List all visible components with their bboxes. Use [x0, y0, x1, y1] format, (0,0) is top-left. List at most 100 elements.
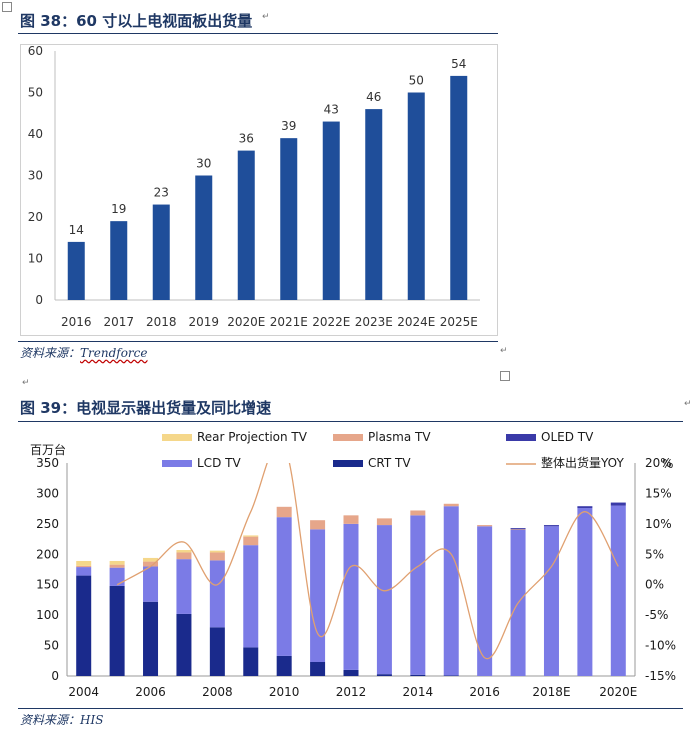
- bar-segment: [76, 567, 92, 576]
- bar: [322, 121, 340, 300]
- x-tick-label: 2014: [403, 685, 434, 699]
- bar: [365, 109, 383, 300]
- legend-label: Rear Projection TV: [197, 430, 308, 444]
- x-tick-label: 2016: [469, 685, 500, 699]
- y2-tick-label: -10%: [645, 639, 676, 653]
- bar-segment: [343, 523, 359, 670]
- x-tick-label: 2024E: [397, 315, 435, 329]
- bar-segment: [243, 536, 259, 546]
- figure-39-bottom-rule: [18, 708, 683, 709]
- x-tick-label: 2020E: [599, 685, 637, 699]
- bar-segment: [243, 647, 259, 676]
- bar-segment: [376, 674, 392, 676]
- bar-segment: [610, 502, 626, 506]
- bar-segment: [243, 545, 259, 648]
- y-tick-label: 350: [36, 456, 59, 470]
- bar-segment: [209, 560, 225, 628]
- bar-segment: [310, 662, 326, 676]
- bar-segment: [376, 525, 392, 675]
- yoy-line: [116, 463, 619, 660]
- data-label: 50: [409, 74, 424, 88]
- y2-tick-label: -15%: [645, 669, 676, 683]
- data-label: 43: [324, 103, 339, 117]
- x-tick-label: 2023E: [355, 315, 393, 329]
- figure-38-source: 资料来源：Trendforce: [20, 344, 148, 361]
- paragraph-mark: ↵: [262, 12, 270, 22]
- legend-label: LCD TV: [197, 456, 241, 470]
- figure-38-rule: [18, 33, 498, 34]
- source-prefix: 资料来源：: [20, 713, 81, 727]
- anchor-box: [500, 371, 510, 381]
- data-label: 19: [111, 202, 126, 216]
- legend-label: 整体出货量YOY: [541, 455, 624, 470]
- paragraph-mark: ↵: [684, 399, 692, 409]
- bar-segment: [276, 655, 292, 676]
- y-tick-label: 10: [28, 252, 43, 266]
- y2-tick-label: 5%: [645, 547, 664, 561]
- bar: [450, 75, 468, 301]
- bar-segment: [243, 535, 259, 537]
- data-label: 36: [239, 132, 254, 146]
- bar-segment: [143, 557, 159, 562]
- figure-39-title: 图 39：电视显示器出货量及同比增速: [20, 399, 272, 417]
- bar: [152, 204, 170, 300]
- x-tick-label: 2018: [146, 315, 177, 329]
- figure-39-source: 资料来源：HIS: [20, 711, 103, 728]
- y2-tick-label: 10%: [645, 517, 672, 531]
- bar-segment: [176, 613, 192, 676]
- paragraph-mark: ↵: [500, 346, 508, 356]
- legend-label: OLED TV: [541, 430, 594, 444]
- y-tick-label: 60: [28, 44, 43, 58]
- legend-label: Plasma TV: [368, 430, 431, 444]
- y2-tick-label: 15%: [645, 486, 672, 500]
- x-tick-label: 2006: [135, 685, 166, 699]
- bar-segment: [376, 518, 392, 526]
- bar: [280, 138, 298, 300]
- y2-tick-label: 20%: [645, 456, 672, 470]
- bar-segment: [143, 601, 159, 676]
- bar-segment: [209, 550, 225, 553]
- x-tick-label: 2016: [61, 315, 92, 329]
- x-tick-label: 2004: [68, 685, 99, 699]
- y-tick-label: 100: [36, 608, 59, 622]
- bar-segment: [510, 529, 526, 530]
- bar: [195, 175, 213, 300]
- bar-segment: [443, 506, 459, 676]
- bar-segment: [510, 528, 526, 530]
- bar: [110, 221, 128, 300]
- bar-segment: [109, 564, 125, 568]
- bar-segment: [543, 525, 559, 527]
- bar-segment: [577, 506, 593, 509]
- bar-segment: [109, 567, 125, 586]
- data-label: 39: [281, 119, 296, 133]
- bar-segment: [209, 627, 225, 676]
- bar-segment: [276, 506, 292, 518]
- y-tick-label: 0: [51, 669, 59, 683]
- source-prefix: 资料来源：: [20, 346, 81, 360]
- y-tick-label: 0: [35, 293, 43, 307]
- y-axis-label: 百万台: [30, 442, 66, 457]
- bar-segment: [310, 520, 326, 530]
- bar-segment: [176, 552, 192, 560]
- x-tick-label: 2010: [269, 685, 300, 699]
- y-tick-label: 50: [44, 639, 59, 653]
- source-name: Trendforce: [80, 346, 148, 360]
- figure-38-bottom-rule: [18, 341, 498, 342]
- y2-tick-label: 0%: [645, 578, 664, 592]
- x-tick-label: 2020E: [227, 315, 265, 329]
- x-tick-label: 2022E: [312, 315, 350, 329]
- y-tick-label: 30: [28, 169, 43, 183]
- legend-swatch: [333, 460, 363, 467]
- x-tick-label: 2018E: [532, 685, 570, 699]
- source-name: HIS: [80, 713, 104, 727]
- data-label: 14: [69, 223, 84, 237]
- bar: [237, 150, 255, 300]
- data-label: 46: [366, 90, 381, 104]
- bar-segment: [209, 552, 225, 561]
- bar-segment: [76, 565, 92, 568]
- x-tick-label: 2019: [188, 315, 219, 329]
- x-tick-label: 2025E: [440, 315, 478, 329]
- bar-segment: [143, 566, 159, 602]
